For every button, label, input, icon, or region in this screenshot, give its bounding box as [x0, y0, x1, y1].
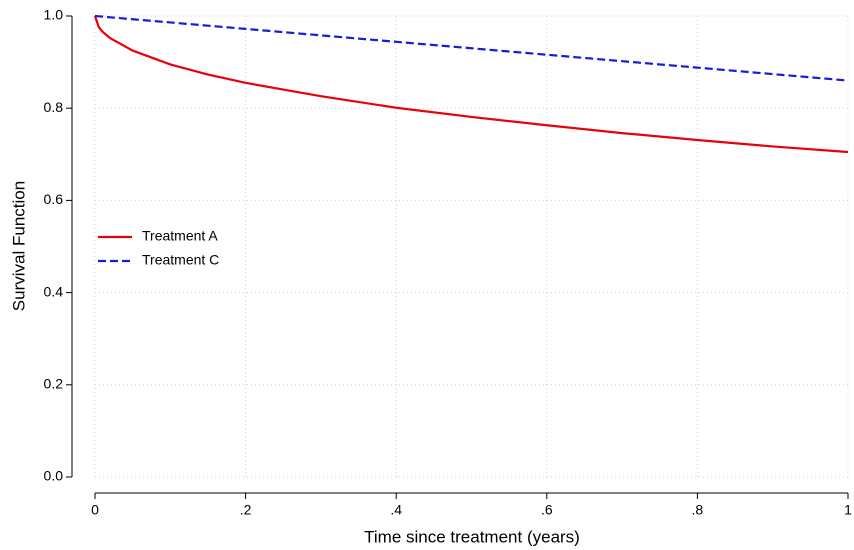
y-tick-label: 0.2 [44, 376, 64, 392]
y-tick-label: 1.0 [44, 7, 64, 23]
x-tick-label: .8 [692, 502, 704, 518]
series-line [94, 14, 849, 82]
y-tick-label: 0.4 [44, 283, 64, 299]
y-axis-label: Survival Function [9, 181, 28, 311]
x-tick-label: 0 [91, 502, 99, 518]
x-tick-label: 1 [844, 502, 852, 518]
legend-label: Treatment C [142, 252, 219, 268]
series-line [93, 15, 849, 154]
x-axis-label: Time since treatment (years) [364, 527, 580, 546]
x-tick-label: .2 [240, 502, 252, 518]
y-tick-label: 0.0 [44, 468, 64, 484]
x-tick-label: .6 [541, 502, 553, 518]
legend-label: Treatment A [142, 228, 218, 244]
y-tick-label: 0.6 [44, 191, 64, 207]
x-tick-label: .4 [390, 502, 402, 518]
y-tick-label: 0.8 [44, 99, 64, 115]
